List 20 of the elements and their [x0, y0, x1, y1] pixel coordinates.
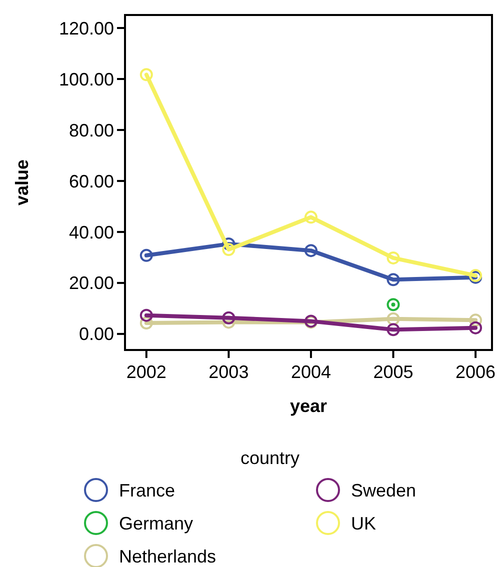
y-tick-label: 80.00: [68, 120, 114, 140]
legend-label: UK: [351, 513, 376, 534]
legend-label: Germany: [119, 513, 194, 534]
x-tick-label: 2004: [290, 362, 331, 382]
y-tick-label: 20.00: [68, 273, 114, 294]
y-tick-label: 100.00: [58, 69, 114, 90]
y-tick-label: 60.00: [68, 171, 114, 192]
y-tick-label: 0.00: [78, 324, 114, 344]
x-axis-title: year: [290, 396, 328, 416]
x-tick-label: 2005: [373, 362, 414, 382]
legend-label: Sweden: [351, 480, 416, 500]
x-tick-label: 2006: [456, 362, 496, 382]
x-tick-label: 2002: [126, 362, 166, 382]
legend-title: country: [240, 448, 300, 468]
legend-label: Netherlands: [119, 546, 216, 566]
y-tick-label: 120.00: [58, 18, 114, 38]
y-tick-label: 40.00: [68, 222, 114, 242]
y-axis-title: value: [12, 159, 32, 206]
x-tick-label: 2003: [208, 362, 249, 382]
legend-label: France: [119, 480, 176, 500]
